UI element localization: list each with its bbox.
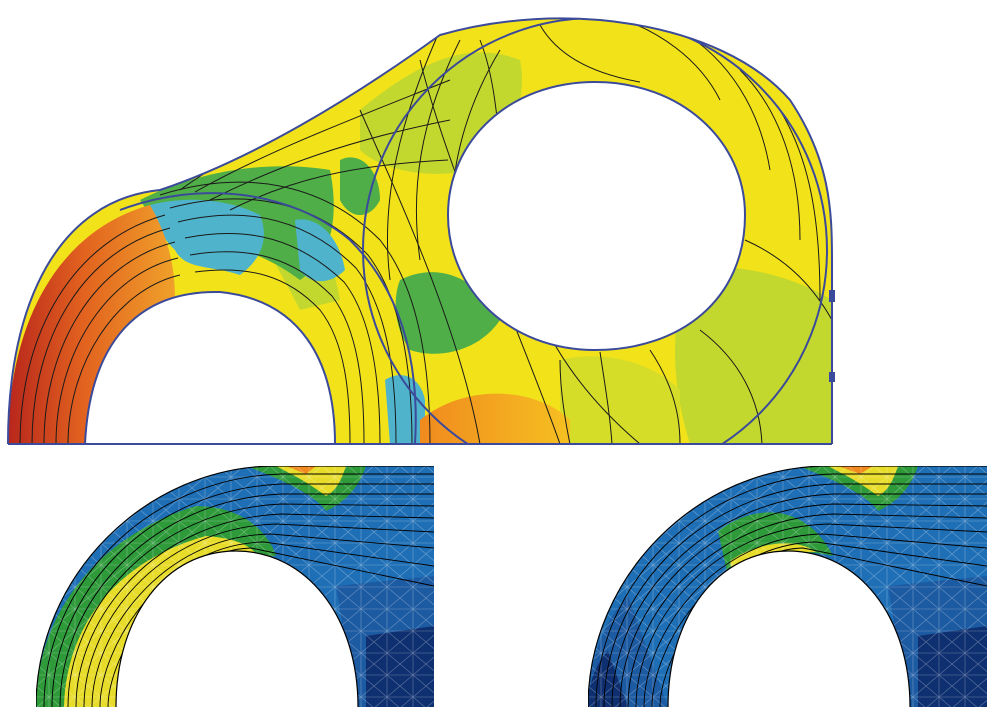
contour-lines	[19, 18, 832, 444]
arch-outline	[588, 466, 987, 707]
mesh-plot-bottom-left	[36, 466, 434, 707]
mesh-field	[36, 466, 434, 707]
mesh-field	[588, 466, 987, 707]
part-outline	[7, 17, 833, 445]
mesh-plot-bottom-right	[588, 466, 987, 707]
stress-field	[8, 18, 832, 444]
contour-plot-top	[7, 17, 835, 445]
arch-lines	[595, 473, 987, 707]
arch-outline	[36, 466, 434, 707]
